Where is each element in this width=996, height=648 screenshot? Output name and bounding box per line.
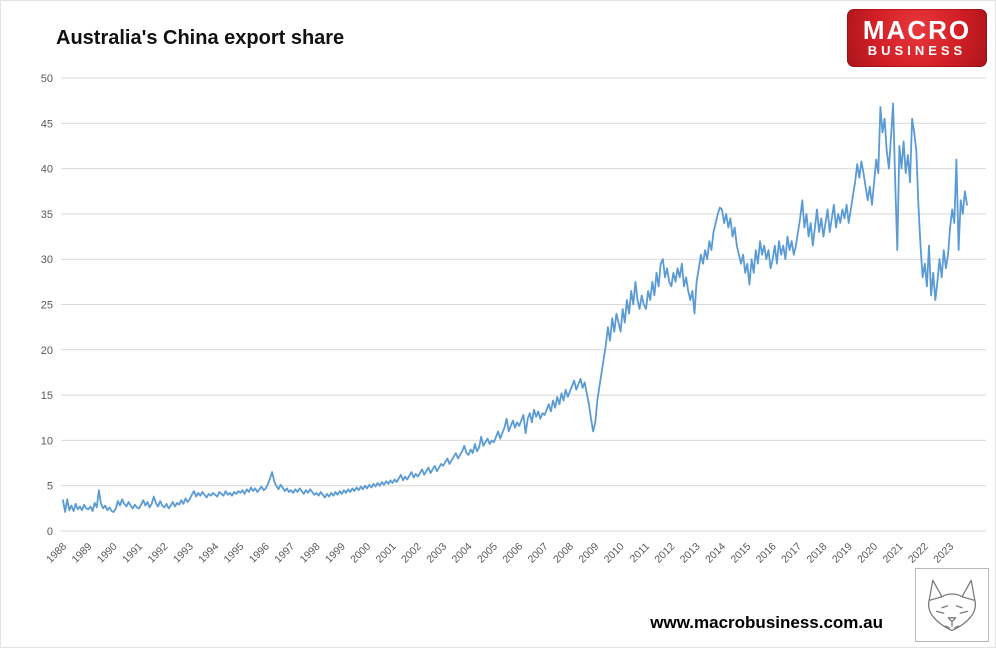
x-tick-label: 1988: [44, 541, 69, 566]
y-tick-label: 25: [41, 300, 53, 312]
x-tick-label: 2012: [652, 541, 677, 566]
x-tick-label: 1996: [247, 541, 272, 566]
x-tick-label: 2000: [348, 541, 373, 566]
x-tick-label: 1990: [95, 541, 120, 566]
y-tick-label: 10: [41, 435, 53, 447]
y-tick-label: 15: [41, 390, 53, 402]
x-tick-label: 2003: [424, 541, 449, 566]
x-tick-label: 1999: [323, 541, 348, 566]
x-tick-label: 2021: [881, 541, 906, 566]
y-tick-label: 0: [47, 526, 53, 538]
y-tick-label: 5: [47, 481, 53, 493]
y-tick-label: 35: [41, 209, 53, 221]
x-tick-label: 1993: [171, 541, 196, 566]
x-tick-label: 2016: [754, 541, 779, 566]
x-tick-label: 1995: [222, 541, 247, 566]
website-url: www.macrobusiness.com.au: [650, 613, 883, 632]
x-tick-label: 2004: [450, 541, 475, 566]
x-tick-label: 2011: [628, 541, 653, 566]
x-tick-label: 1998: [298, 541, 323, 566]
x-tick-label: 2017: [779, 541, 804, 566]
x-tick-label: 2020: [855, 541, 880, 566]
x-tick-label: 2007: [526, 541, 551, 566]
logo-text-macro: MACRO: [862, 15, 972, 45]
y-tick-label: 40: [41, 164, 53, 176]
y-tick-label: 45: [41, 118, 53, 130]
x-tick-label: 2001: [374, 541, 399, 566]
x-tick-label: 2019: [830, 541, 855, 566]
y-tick-label: 20: [41, 345, 53, 357]
x-tick-label: 1991: [120, 541, 145, 566]
chart-title: Australia's China export share: [56, 27, 345, 49]
x-tick-label: 2015: [728, 541, 753, 566]
y-tick-label: 50: [41, 73, 53, 85]
logo-text-business: BUSINESS: [867, 43, 967, 58]
x-tick-label: 1997: [272, 541, 297, 566]
x-tick-label: 2023: [931, 541, 956, 566]
macrobusiness-logo: MACRO BUSINESS: [847, 9, 987, 67]
series-line: [62, 102, 968, 513]
x-tick-label: 2005: [475, 541, 500, 566]
x-tick-label: 2008: [551, 541, 576, 566]
wolf-logo: [915, 568, 989, 642]
x-tick-label: 2022: [906, 541, 931, 566]
x-tick-label: 2014: [703, 541, 728, 566]
x-tick-label: 1992: [146, 541, 171, 566]
wolf-sketch-icon: [927, 579, 977, 632]
x-tick-label: 2006: [500, 541, 525, 566]
x-tick-label: 1989: [69, 541, 94, 566]
x-tick-label: 2002: [399, 541, 424, 566]
x-tick-label: 2009: [576, 541, 601, 566]
x-tick-label: 2018: [804, 541, 829, 566]
x-tick-label: 2010: [602, 541, 627, 566]
y-tick-label: 30: [41, 254, 53, 266]
x-tick-label: 1994: [196, 541, 221, 566]
x-tick-label: 2013: [678, 541, 703, 566]
